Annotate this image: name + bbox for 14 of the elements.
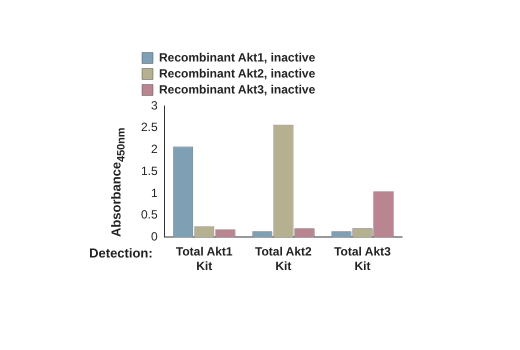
- y-tick-label: 2: [150, 142, 158, 156]
- y-tick-label: 3: [150, 98, 158, 112]
- y-tick-label: 0: [150, 230, 158, 244]
- legend-label: Recombinant Akt3, inactive: [159, 82, 316, 96]
- y-tick-label: 1.5: [140, 164, 158, 178]
- x-tick-label: Total Akt3 Kit: [334, 244, 392, 274]
- y-tick-label: 0.5: [140, 208, 158, 222]
- legend-label: Recombinant Akt2, inactive: [159, 66, 316, 80]
- x-tick-label: Total Akt2 Kit: [255, 244, 312, 274]
- legend-label: Recombinant Akt1, inactive: [159, 50, 316, 64]
- y-tick-label: 2.5: [140, 120, 158, 134]
- x-tick-label: Total Akt1 Kit: [176, 244, 233, 274]
- y-tick-label: 1: [150, 186, 158, 200]
- x-axis-title: Detection:: [89, 245, 153, 260]
